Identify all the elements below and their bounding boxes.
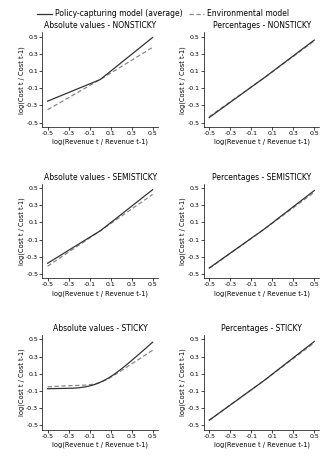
Y-axis label: log(Cost t / Cost t-1): log(Cost t / Cost t-1): [180, 348, 186, 416]
Title: Absolute values - NONSTICKY: Absolute values - NONSTICKY: [44, 21, 156, 30]
Title: Percentages - STICKY: Percentages - STICKY: [221, 324, 302, 333]
Y-axis label: log(Cost t / Cost t-1): log(Cost t / Cost t-1): [18, 197, 25, 265]
X-axis label: log(Revenue t / Revenue t-1): log(Revenue t / Revenue t-1): [52, 290, 148, 297]
Title: Percentages - SEMISTICKY: Percentages - SEMISTICKY: [212, 172, 311, 182]
X-axis label: log(Revenue t / Revenue t-1): log(Revenue t / Revenue t-1): [52, 139, 148, 146]
X-axis label: log(Revenue t / Revenue t-1): log(Revenue t / Revenue t-1): [214, 139, 310, 146]
Y-axis label: log(Cost t / Cost t-1): log(Cost t / Cost t-1): [180, 46, 186, 114]
Title: Absolute values - SEMISTICKY: Absolute values - SEMISTICKY: [44, 172, 157, 182]
Y-axis label: log(Cost t / Cost t-1): log(Cost t / Cost t-1): [18, 46, 25, 114]
X-axis label: log(Revenue t / Revenue t-1): log(Revenue t / Revenue t-1): [52, 442, 148, 448]
Title: Absolute values - STICKY: Absolute values - STICKY: [53, 324, 147, 333]
Y-axis label: log(Cost t / Cost t-1): log(Cost t / Cost t-1): [180, 197, 186, 265]
X-axis label: log(Revenue t / Revenue t-1): log(Revenue t / Revenue t-1): [214, 442, 310, 448]
Legend: Policy-capturing model (average), Environmental model: Policy-capturing model (average), Enviro…: [34, 6, 292, 21]
Title: Percentages - NONSTICKY: Percentages - NONSTICKY: [213, 21, 311, 30]
X-axis label: log(Revenue t / Revenue t-1): log(Revenue t / Revenue t-1): [214, 290, 310, 297]
Y-axis label: log(Cost t / Cost t-1): log(Cost t / Cost t-1): [18, 348, 25, 416]
